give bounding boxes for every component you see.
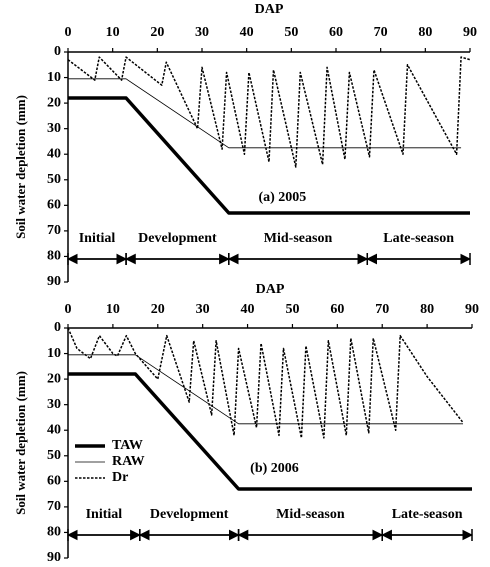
stage-label: Mid-season [276, 507, 345, 522]
x-tick-label: 70 [374, 25, 388, 40]
series-line [68, 372, 472, 491]
x-tick-label: 90 [463, 25, 477, 40]
y-tick-label: 10 [47, 346, 61, 361]
x-tick-label: 20 [150, 25, 164, 40]
y-tick-label: 30 [47, 121, 61, 136]
legend-label: RAW [112, 454, 145, 469]
series-line [67, 56, 471, 168]
y-axis-title: Soil water depletion (mm) [13, 371, 28, 515]
series-line [68, 96, 470, 215]
series-line [68, 354, 464, 425]
x-tick-label: 10 [106, 302, 120, 317]
x-tick-label: 0 [65, 25, 72, 40]
stage-label: Initial [86, 507, 123, 522]
y-tick-label: 40 [47, 422, 61, 437]
x-tick-label: 0 [65, 302, 72, 317]
x-tick-label: 90 [465, 302, 479, 317]
y-tick-label: 60 [47, 474, 61, 489]
x-tick-label: 30 [195, 25, 209, 40]
y-tick-label: 50 [47, 172, 61, 187]
x-tick-label: 60 [330, 302, 344, 317]
x-axis-title: DAP [256, 282, 285, 297]
stage-label: Development [150, 507, 229, 522]
y-tick-label: 90 [47, 274, 61, 289]
panel-label: (b) 2006 [250, 461, 299, 476]
stage-label: Late-season [392, 507, 463, 522]
y-tick-label: 70 [47, 223, 61, 238]
stage-label: Late-season [383, 231, 454, 246]
x-axis-title: DAP [255, 2, 284, 17]
x-tick-label: 40 [241, 302, 255, 317]
stage-label: Initial [79, 231, 116, 246]
x-tick-label: 80 [420, 302, 434, 317]
y-tick-label: 90 [47, 550, 61, 565]
y-tick-label: 50 [47, 448, 61, 463]
y-tick-label: 10 [47, 70, 61, 85]
x-tick-label: 80 [418, 25, 432, 40]
y-tick-label: 0 [54, 320, 61, 335]
y-tick-label: 60 [47, 198, 61, 213]
y-tick-label: 80 [47, 249, 61, 264]
x-tick-label: 50 [285, 302, 299, 317]
y-tick-label: 20 [47, 371, 61, 386]
y-tick-label: 30 [47, 397, 61, 412]
y-tick-label: 20 [47, 95, 61, 110]
series-line [68, 78, 462, 149]
y-tick-label: 0 [54, 44, 61, 59]
series-line [67, 327, 464, 439]
y-tick-label: 70 [47, 499, 61, 514]
x-tick-label: 70 [375, 302, 389, 317]
panel-label: (a) 2005 [258, 190, 306, 205]
stage-label: Development [138, 231, 217, 246]
x-tick-label: 50 [284, 25, 298, 40]
x-tick-label: 40 [240, 25, 254, 40]
x-tick-label: 10 [106, 25, 120, 40]
legend-label: Dr [112, 470, 128, 485]
x-tick-label: 60 [329, 25, 343, 40]
legend-label: TAW [112, 438, 143, 453]
y-axis-title: Soil water depletion (mm) [13, 95, 28, 239]
y-tick-label: 80 [47, 525, 61, 540]
y-tick-label: 40 [47, 146, 61, 161]
x-tick-label: 30 [196, 302, 210, 317]
stage-label: Mid-season [264, 231, 333, 246]
x-tick-label: 20 [151, 302, 165, 317]
